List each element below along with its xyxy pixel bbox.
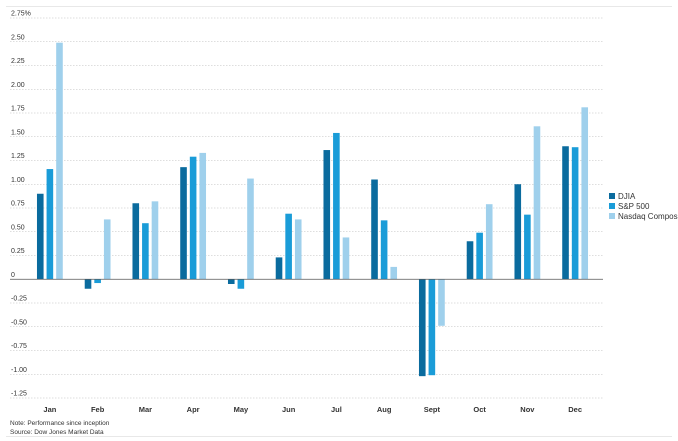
bar: [94, 279, 101, 284]
source-text: Source: Dow Jones Market Data: [10, 429, 104, 436]
y-tick-label: 1.50: [11, 129, 25, 136]
bar: [103, 219, 111, 280]
bars: [36, 42, 589, 377]
x-tick-label: Aug: [377, 405, 392, 414]
x-tick-label: Feb: [91, 405, 105, 414]
legend-label: S&P 500: [618, 202, 650, 211]
bar: [132, 203, 140, 280]
y-tick-label: 2.25: [11, 58, 25, 65]
bar: [428, 279, 436, 376]
x-tick-label: Mar: [139, 405, 152, 414]
x-tick-label: Oct: [473, 405, 486, 414]
bar: [151, 201, 159, 280]
x-axis-tick-labels: Jan Feb Mar Apr May Jun Jul Aug Sept Oct Nov Dec: [43, 405, 582, 414]
x-tick-label: Jan: [43, 405, 56, 414]
x-tick-label: Jun: [282, 405, 296, 414]
bar: [36, 193, 44, 280]
bar: [533, 126, 541, 280]
y-tick-label: -0.75: [11, 343, 27, 350]
bar: [371, 179, 378, 280]
bar: [275, 257, 283, 280]
x-tick-label: Sept: [424, 405, 441, 414]
gridlines: [10, 17, 603, 399]
bar: [524, 214, 531, 280]
bar: [476, 232, 483, 280]
legend-label: DJIA: [618, 192, 636, 201]
bar: [418, 279, 426, 377]
y-tick-label: 2.50: [11, 34, 25, 41]
y-tick-label: 0.75: [11, 201, 25, 208]
legend-label: Nasdaq Composit: [618, 212, 678, 221]
bar: [342, 237, 350, 280]
bar: [485, 204, 493, 280]
bar: [46, 169, 54, 280]
y-tick-label: 0: [11, 272, 15, 279]
legend-swatch: [609, 203, 615, 209]
bar: [380, 220, 388, 280]
y-tick-label: 0.50: [11, 224, 25, 231]
legend-swatch: [609, 193, 615, 199]
bar: [189, 156, 197, 280]
y-axis-tick-labels: 2.75% 2.50 2.25 2.00 1.75 1.50 1.25 1.00 0.75 0.5…: [11, 11, 31, 398]
bar: [142, 223, 149, 280]
y-tick-label: -1.25: [11, 391, 27, 398]
bar: [180, 167, 187, 280]
y-tick-label: -1.00: [11, 367, 27, 374]
x-tick-label: Apr: [187, 405, 200, 414]
bar: [227, 279, 235, 284]
bar: [323, 150, 331, 280]
y-tick-label: -0.50: [11, 319, 27, 326]
bar: [581, 107, 589, 280]
x-tick-label: Jul: [331, 405, 342, 414]
chart-notes: Note: Performance since inception Source…: [10, 419, 109, 437]
y-tick-label: 0.25: [11, 248, 25, 255]
bar: [247, 178, 254, 280]
bar: [514, 184, 522, 280]
y-tick-label: 1.25: [11, 153, 25, 160]
bottom-border: [6, 436, 672, 437]
bar: [571, 147, 579, 280]
legend-swatch: [609, 213, 615, 219]
y-tick-label: 1.00: [11, 177, 25, 184]
bar: [294, 219, 302, 280]
y-tick-label: 2.75%: [11, 11, 31, 18]
bar: [84, 279, 92, 289]
y-tick-label: -0.25: [11, 296, 27, 303]
bar: [390, 266, 398, 280]
note-text: Note: Performance since inception: [10, 420, 110, 427]
bar: [285, 213, 292, 280]
bar: [466, 241, 474, 280]
x-tick-label: Nov: [520, 405, 535, 414]
bar: [56, 42, 63, 280]
bar: [438, 279, 445, 326]
top-border: [6, 6, 672, 7]
bar: [562, 146, 569, 280]
y-tick-label: 1.75: [11, 106, 25, 113]
bar: [333, 132, 340, 280]
bar: [237, 279, 245, 289]
bar: [199, 152, 207, 280]
y-tick-label: 2.00: [11, 82, 25, 89]
x-tick-label: Dec: [568, 405, 582, 414]
x-tick-label: May: [234, 405, 249, 414]
